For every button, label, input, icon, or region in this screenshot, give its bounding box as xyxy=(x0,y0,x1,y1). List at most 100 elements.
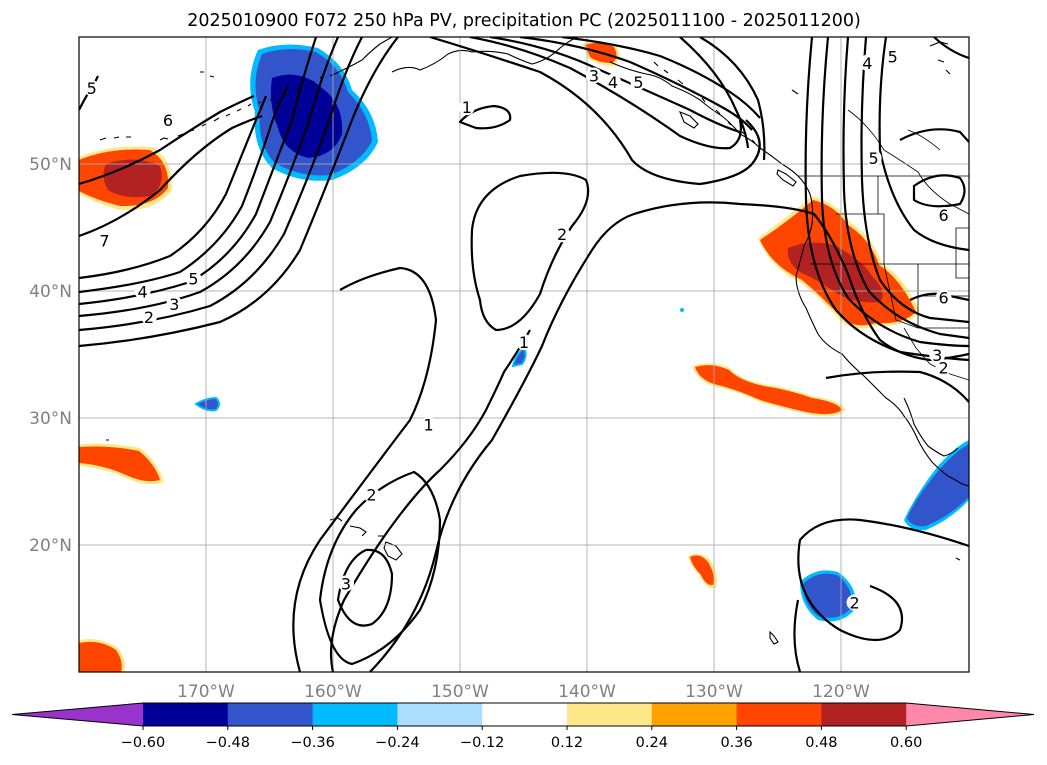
contour-label-bg xyxy=(630,73,647,90)
pv-contour xyxy=(336,548,394,627)
pv-contour-label: 4 xyxy=(862,54,872,73)
contour-label-bg xyxy=(935,359,952,376)
contour-label-bg xyxy=(420,416,437,433)
colorbar-segment xyxy=(482,703,568,726)
colorbar-tick-label: 0.12 xyxy=(551,735,583,751)
precip-negative-dot-38n xyxy=(680,308,684,312)
contour-label-bg xyxy=(83,80,100,97)
lat-tick-label: 50°N xyxy=(29,155,72,175)
contour-label-bg xyxy=(859,54,876,71)
contour-label-bg xyxy=(160,111,176,128)
pv-contour-label: 5 xyxy=(633,73,643,92)
lon-tick-label: 140°W xyxy=(558,682,616,702)
pv-contour xyxy=(79,94,255,186)
precip-positive-18n xyxy=(690,555,714,586)
colorbar-tick-label: 0.36 xyxy=(720,735,752,751)
contour-label-bg xyxy=(140,308,157,325)
pv-contour xyxy=(699,37,766,161)
pv-contour-label: 1 xyxy=(424,416,434,435)
pv-contour-label: 3 xyxy=(589,66,599,85)
pv-contour xyxy=(330,329,531,672)
pv-contour xyxy=(79,85,289,294)
colorbar-segment xyxy=(651,703,738,726)
colorbar-extend-low xyxy=(12,703,143,726)
colorbar-tick-label: 0.60 xyxy=(890,735,922,751)
precip-negative-aleutian-core xyxy=(270,74,343,158)
contour-label-bg xyxy=(605,73,621,90)
contour-label-bg xyxy=(166,296,183,313)
coastlines xyxy=(99,37,969,645)
colorbar-extend-high xyxy=(906,703,1034,726)
contour-label-bg xyxy=(96,232,113,249)
pv-contour-label: 5 xyxy=(888,47,898,66)
pv-contour xyxy=(842,37,969,340)
colorbar-tick-label: −0.36 xyxy=(290,735,334,751)
lat-tick-label: 30°N xyxy=(29,409,72,429)
lon-tick-label: 170°W xyxy=(177,682,235,702)
pv-contour-label: 1 xyxy=(462,98,472,117)
pv-contour xyxy=(860,37,969,324)
pv-contour xyxy=(79,37,340,318)
contour-label-bg xyxy=(585,67,602,84)
pv-contour-label: 1 xyxy=(519,333,529,352)
precip-positive-west-core xyxy=(103,159,162,198)
pv-contour xyxy=(79,37,399,348)
contour-label-bg xyxy=(865,150,882,166)
colorbar-tick-label: 0.24 xyxy=(636,735,668,751)
pv-contour-label: 5 xyxy=(869,149,879,168)
pv-contour xyxy=(797,518,969,641)
pv-contour-label: 2 xyxy=(144,308,154,327)
lon-tick-label: 160°W xyxy=(304,682,362,702)
pv-contour-label: 4 xyxy=(137,282,147,301)
precip-negative-baja xyxy=(907,444,969,527)
pv-contour-label: 6 xyxy=(163,111,173,130)
contour-label-bg xyxy=(935,207,952,224)
colorbar-tick-label: −0.60 xyxy=(121,735,165,751)
pv-contour xyxy=(79,37,363,332)
pv-contour-label: 3 xyxy=(341,574,351,593)
contour-label-bg xyxy=(884,48,901,65)
pv-contour xyxy=(369,201,969,672)
contour-label-bg xyxy=(363,486,380,503)
colorbar-segment xyxy=(312,703,398,726)
pv-contour-label: 2 xyxy=(938,359,948,378)
colorbar-tick-label: −0.24 xyxy=(375,735,419,751)
pv-contour-label: 3 xyxy=(169,295,179,314)
contour-label-bg xyxy=(516,334,532,351)
contour-label-bg xyxy=(134,283,151,300)
contour-label-bg xyxy=(846,594,863,611)
contour-label-bg xyxy=(935,289,952,306)
pv-contour xyxy=(429,37,761,186)
pv-contour-label: 7 xyxy=(99,232,109,251)
pv-contour xyxy=(292,266,438,672)
pv-contour-label: 2 xyxy=(849,594,859,613)
pv-contour-label: 5 xyxy=(87,79,97,98)
lat-tick-label: 20°N xyxy=(29,536,72,556)
colorbar-segment xyxy=(736,703,822,726)
precip-positive-sw-corner xyxy=(79,641,122,672)
pv-contour xyxy=(933,37,969,60)
pv-contour xyxy=(469,37,742,150)
precip-negative-16n xyxy=(803,573,853,618)
pv-contour xyxy=(825,370,969,403)
colorbar-segment xyxy=(821,703,907,726)
pv-contour xyxy=(912,174,966,208)
pv-contour xyxy=(519,37,753,131)
pv-contour xyxy=(899,128,969,143)
colorbar-segment xyxy=(143,703,229,726)
pv-contour xyxy=(878,37,969,252)
pv-contour xyxy=(79,114,263,238)
pv-contour-label: 3 xyxy=(932,346,942,365)
longitude-tick-labels: 170°W 160°W 150°W 140°W 130°W 120°W xyxy=(177,682,870,702)
colorbar: −0.60 −0.48 −0.36 −0.24 −0.12 0.12 0.24 0.36 0.4… xyxy=(11,702,1035,751)
map-gridlines xyxy=(79,37,969,672)
pv-contour xyxy=(318,470,442,666)
pv-contour xyxy=(820,37,969,348)
pv-contour xyxy=(804,37,969,362)
lat-tick-label: 40°N xyxy=(29,282,72,302)
pv-contour xyxy=(458,104,512,130)
colorbar-segment xyxy=(567,703,653,726)
